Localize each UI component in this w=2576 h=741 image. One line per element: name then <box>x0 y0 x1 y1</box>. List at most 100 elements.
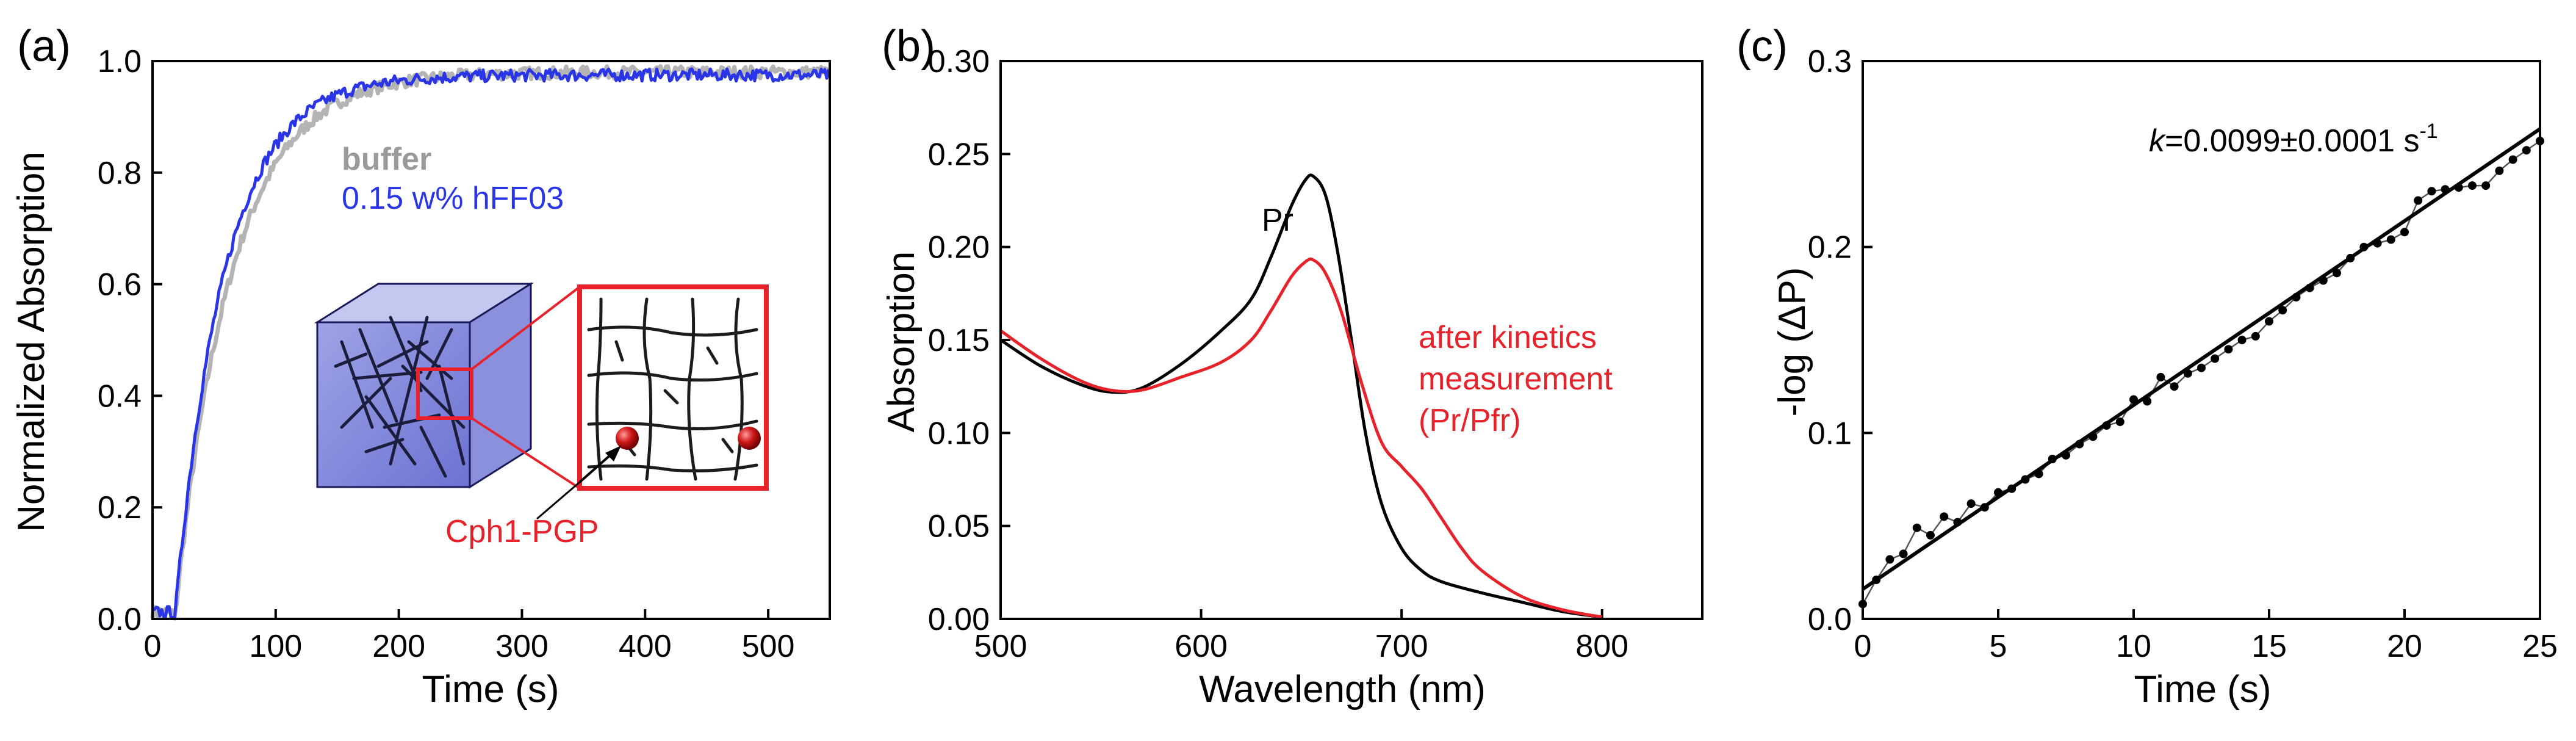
panel-a-frame <box>151 60 831 620</box>
zoom-network-lines <box>587 297 758 481</box>
series-line-after-kinetics <box>999 257 1603 619</box>
x-tick-label: 5 <box>1990 629 2007 664</box>
data-point <box>2454 183 2463 192</box>
panel-a: (a) Normalized Absorption Time (s) 0 100 2… <box>10 22 831 710</box>
x-tick-label: 0 <box>1854 629 1872 664</box>
panel-a-ticks: 0 100 200 300 400 500 0.0 0.2 0.4 0.6 0.8 1.0 <box>98 44 795 664</box>
data-point <box>1966 499 1976 508</box>
fiber-network <box>334 316 466 478</box>
data-point <box>2251 331 2260 341</box>
y-tick-label: 0.3 <box>1808 44 1852 79</box>
panel-c: (c) -log (ΔP) Time (s) 0 5 10 15 20 250.00.10… <box>1736 22 2558 710</box>
data-point <box>2129 395 2138 404</box>
data-point <box>2359 242 2369 251</box>
y-tick-label: 0.05 <box>928 509 990 544</box>
data-point <box>2427 187 2436 196</box>
data-point <box>2305 283 2314 292</box>
data-connecting-line <box>1862 140 2541 605</box>
cube-front-face <box>316 321 471 488</box>
panel-b-ylabel: Absorption <box>880 251 923 432</box>
y-tick-label: 0.6 <box>98 267 142 303</box>
y-tick-label: 0.1 <box>1808 416 1852 451</box>
data-point <box>2237 336 2247 344</box>
panel-c-frame <box>1862 60 2541 620</box>
panel-c-ylabel: -log (ΔP) <box>1771 267 1813 417</box>
x-tick-label: 0 <box>144 629 162 664</box>
data-point <box>1872 576 1881 584</box>
x-tick-label: 700 <box>1375 629 1428 664</box>
x-tick-label: 300 <box>495 629 549 664</box>
rate-constant-value: =0.0099±0.0001 s <box>2165 123 2419 159</box>
data-point <box>2048 455 2057 463</box>
rate-constant-unit-exponent: -1 <box>2419 120 2437 143</box>
rate-constant-annotation: k=0.0099±0.0001 s-1 <box>2149 120 2438 159</box>
data-point <box>2102 421 2111 430</box>
data-point <box>2400 228 2409 237</box>
inset-protein-label: Cph1-PGP <box>445 514 599 549</box>
data-point <box>2414 196 2423 205</box>
panel-b-label: (b) <box>882 22 935 71</box>
panel-b: (b) Absorption Wavelength (nm) 500 600 700… <box>880 22 1704 710</box>
x-tick-label: 600 <box>1175 629 1228 664</box>
x-tick-label: 800 <box>1575 629 1628 664</box>
y-tick-label: 0.00 <box>928 602 990 637</box>
data-point <box>2156 372 2165 381</box>
data-point <box>1926 530 1935 540</box>
legend-hff03: 0.15 w% hFF03 <box>342 181 564 216</box>
linear-fit-line <box>1862 127 2541 591</box>
rate-constant-symbol: k <box>2149 123 2167 159</box>
protein-arrow-head-icon <box>605 446 621 461</box>
data-point <box>2346 253 2355 262</box>
data-point <box>2292 292 2301 302</box>
data-point <box>1912 523 1921 532</box>
x-tick-label: 500 <box>974 629 1027 664</box>
y-tick-label: 0.30 <box>928 44 990 79</box>
y-tick-label: 0.2 <box>98 490 142 526</box>
data-point <box>2386 235 2395 244</box>
data-point <box>2495 166 2504 175</box>
protein-sphere-2 <box>738 427 761 450</box>
zoom-line-top <box>470 286 581 370</box>
data-point <box>1899 549 1908 558</box>
panel-c-label: (c) <box>1736 22 1788 71</box>
data-point <box>2508 155 2517 164</box>
y-tick-label: 0.20 <box>928 230 990 266</box>
panel-b-series <box>999 173 1603 619</box>
annotation-after-kinetics-line1: after kinetics <box>1419 320 1597 355</box>
data-point <box>2333 269 2341 278</box>
data-point <box>1953 518 1962 527</box>
data-point <box>2278 306 2287 315</box>
data-point <box>2468 181 2477 190</box>
y-tick-label: 0.25 <box>928 137 990 172</box>
data-point <box>2089 432 2098 441</box>
zoom-region-box <box>416 367 473 420</box>
annotation-after-kinetics-line3: (Pr/Pfr) <box>1419 403 1521 438</box>
x-tick-label: 100 <box>249 629 302 664</box>
data-point <box>2265 317 2273 326</box>
data-point <box>2021 475 2030 484</box>
x-tick-label: 500 <box>742 629 795 664</box>
x-tick-label: 200 <box>372 629 425 664</box>
data-point <box>2211 354 2220 363</box>
y-tick-label: 0.0 <box>1808 602 1852 637</box>
legend-buffer: buffer <box>342 142 431 177</box>
panel-a-ylabel: Normalized Absorption <box>10 151 52 532</box>
zoom-line-bottom <box>470 417 581 490</box>
panel-a-xlabel: Time (s) <box>422 668 559 710</box>
data-point <box>2062 450 2070 460</box>
x-tick-label: 15 <box>2251 629 2287 664</box>
data-point <box>2075 439 2084 449</box>
x-tick-label: 25 <box>2522 629 2558 664</box>
series-line-hff03 <box>152 67 830 621</box>
data-point <box>2481 181 2491 190</box>
y-tick-label: 0.8 <box>98 156 142 191</box>
y-tick-label: 0.0 <box>98 602 142 637</box>
data-point <box>2115 417 2124 427</box>
hydrogel-inset-illustration: Cph1-PGP <box>314 282 769 549</box>
panel-b-ticks: 500 600 700 800 0.00 0.05 0.10 0.15 0.20 0.25 0.30 <box>928 44 1628 664</box>
data-point <box>2197 363 2206 372</box>
y-tick-label: 0.4 <box>98 378 142 414</box>
data-point <box>2224 345 2233 354</box>
data-point <box>1994 488 2002 497</box>
